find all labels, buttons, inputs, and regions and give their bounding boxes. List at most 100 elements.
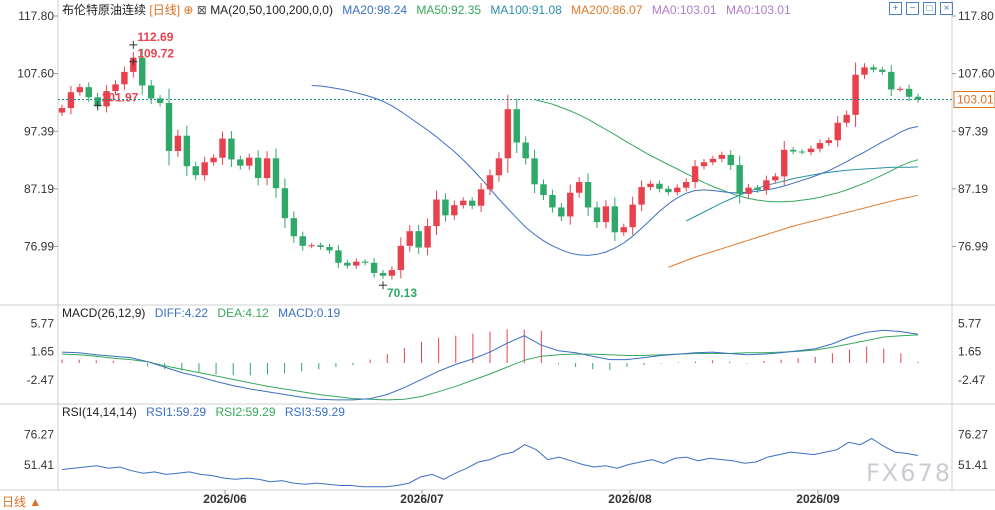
price-tick-label-left: 87.19 (24, 182, 54, 196)
price-tick-label-left: 97.39 (24, 124, 54, 138)
grid-lines (0, 0, 995, 491)
shrink-icon[interactable]: − (906, 2, 919, 15)
date-tick-label: 2026/08 (608, 492, 652, 506)
candle-up (745, 187, 752, 194)
ma50-line (534, 99, 919, 203)
candle-up (602, 206, 610, 223)
candle-up (219, 138, 226, 158)
candle-down (531, 158, 538, 185)
price-tick-label-left: 107.60 (17, 67, 54, 81)
candle-down (656, 183, 663, 189)
candle-up (67, 92, 75, 109)
ma100-line (685, 166, 919, 222)
price-tick-label-left: 76.99 (24, 239, 54, 253)
candle-up (58, 108, 66, 113)
rsi3-value: RSI3:59.29 (284, 405, 345, 419)
candle-down (611, 206, 619, 233)
price-annotations: 112.69 101.97 109.72 70.13 (93, 30, 417, 300)
candle-down (415, 231, 422, 248)
candle-up (76, 87, 84, 93)
macd-header: MACD(26,12,9) DIFF:4.22 DEA:4.12 MACD:0.… (62, 306, 340, 320)
fullscreen-icon[interactable]: □ (923, 2, 936, 15)
period-tab[interactable]: 日线 ▲ (2, 495, 42, 509)
ma-settings-icon[interactable]: ⊠ (196, 3, 207, 17)
rsi-panel: 76.27 76.27 51.41 51.41 (24, 428, 988, 488)
candle-down (879, 69, 886, 72)
candle-down (584, 182, 592, 208)
candle-up (691, 166, 699, 183)
close-icon[interactable]: × (940, 2, 953, 15)
candle-down (272, 158, 280, 189)
candle-up (772, 176, 779, 181)
macd-tick-left: -2.47 (27, 373, 55, 387)
annotation-label: 101.97 (102, 90, 139, 104)
candle-up (834, 122, 841, 141)
candle-down (558, 207, 565, 217)
candle-up (896, 88, 904, 90)
ma-label: MA(20,50,100,200,0,0) (210, 3, 333, 17)
macd-diff: DIFF:4.22 (154, 306, 209, 320)
candle-up (620, 227, 627, 233)
candle-up (353, 261, 360, 266)
candle-up (388, 270, 396, 276)
candle-down (727, 154, 734, 166)
candle-down (299, 236, 306, 246)
price-tick-label-right: 97.39 (958, 124, 988, 138)
candle-down (798, 151, 806, 153)
ma20-line (311, 85, 919, 256)
macd-tick-left: 5.77 (31, 317, 55, 331)
candle-up (174, 135, 182, 151)
annotation-label: 112.69 (137, 30, 173, 44)
expand-icon[interactable]: + (889, 2, 902, 15)
candle-up (861, 67, 868, 75)
candle-up (629, 204, 636, 228)
price-tick-label-right: 87.19 (958, 182, 988, 196)
dea-line (61, 334, 919, 401)
watermark-logo: FX678 (866, 459, 953, 487)
rsi-line (61, 437, 919, 488)
candle-up (406, 231, 413, 246)
candle-up (103, 91, 110, 107)
candle-down (254, 157, 262, 179)
price-axis: 117.80 117.80 107.60 107.60 97.39 97.39 87.19 8… (17, 9, 995, 253)
candle-down (540, 184, 547, 196)
candle-down (228, 138, 235, 160)
candle-up (852, 74, 859, 115)
main-header: 布伦特原油连续 [日线] ⊕ ⊠ MA(20,50,100,200,0,0) M… (62, 3, 791, 17)
candle-down (468, 200, 476, 206)
candle-up (807, 148, 815, 153)
candle-up (700, 162, 708, 167)
candle-down (165, 102, 173, 151)
candle-down (361, 261, 369, 263)
instrument-title: 布伦特原油连续 (62, 3, 147, 17)
rsi-tick-right: 76.27 (958, 428, 988, 442)
candle-down (147, 85, 155, 99)
candle-down (789, 149, 797, 152)
macd-panel: 5.77 5.77 1.65 1.65 -2.47 -2.47 (27, 317, 986, 401)
macd-label: MACD(26,12,9) (62, 306, 146, 320)
candle-up (477, 189, 485, 206)
candle-down (754, 187, 761, 190)
candle-down (370, 262, 378, 273)
candle-down (888, 71, 895, 90)
candle-down (522, 142, 529, 159)
rsi2-value: RSI2:59.29 (215, 405, 276, 419)
candle-up (567, 192, 574, 217)
price-tick-label-right: 117.80 (958, 9, 994, 23)
price-tick-label-right: 76.99 (958, 239, 988, 253)
ma50-value: MA50:92.35 (416, 3, 482, 17)
period-label[interactable]: [日线] (149, 3, 181, 17)
candle-down (192, 166, 199, 176)
candle-down (593, 207, 601, 223)
ma200-line (668, 194, 919, 268)
macd-tick-right: -2.47 (958, 373, 986, 387)
candle-down (549, 195, 556, 208)
candle-up (201, 162, 208, 176)
candle-up (718, 154, 726, 159)
candle-up (486, 175, 494, 190)
candle-up (397, 245, 405, 271)
settings-icon[interactable]: ⊕ (183, 3, 194, 17)
date-tick-label: 2026/06 (203, 492, 247, 506)
candle-up (709, 158, 717, 163)
